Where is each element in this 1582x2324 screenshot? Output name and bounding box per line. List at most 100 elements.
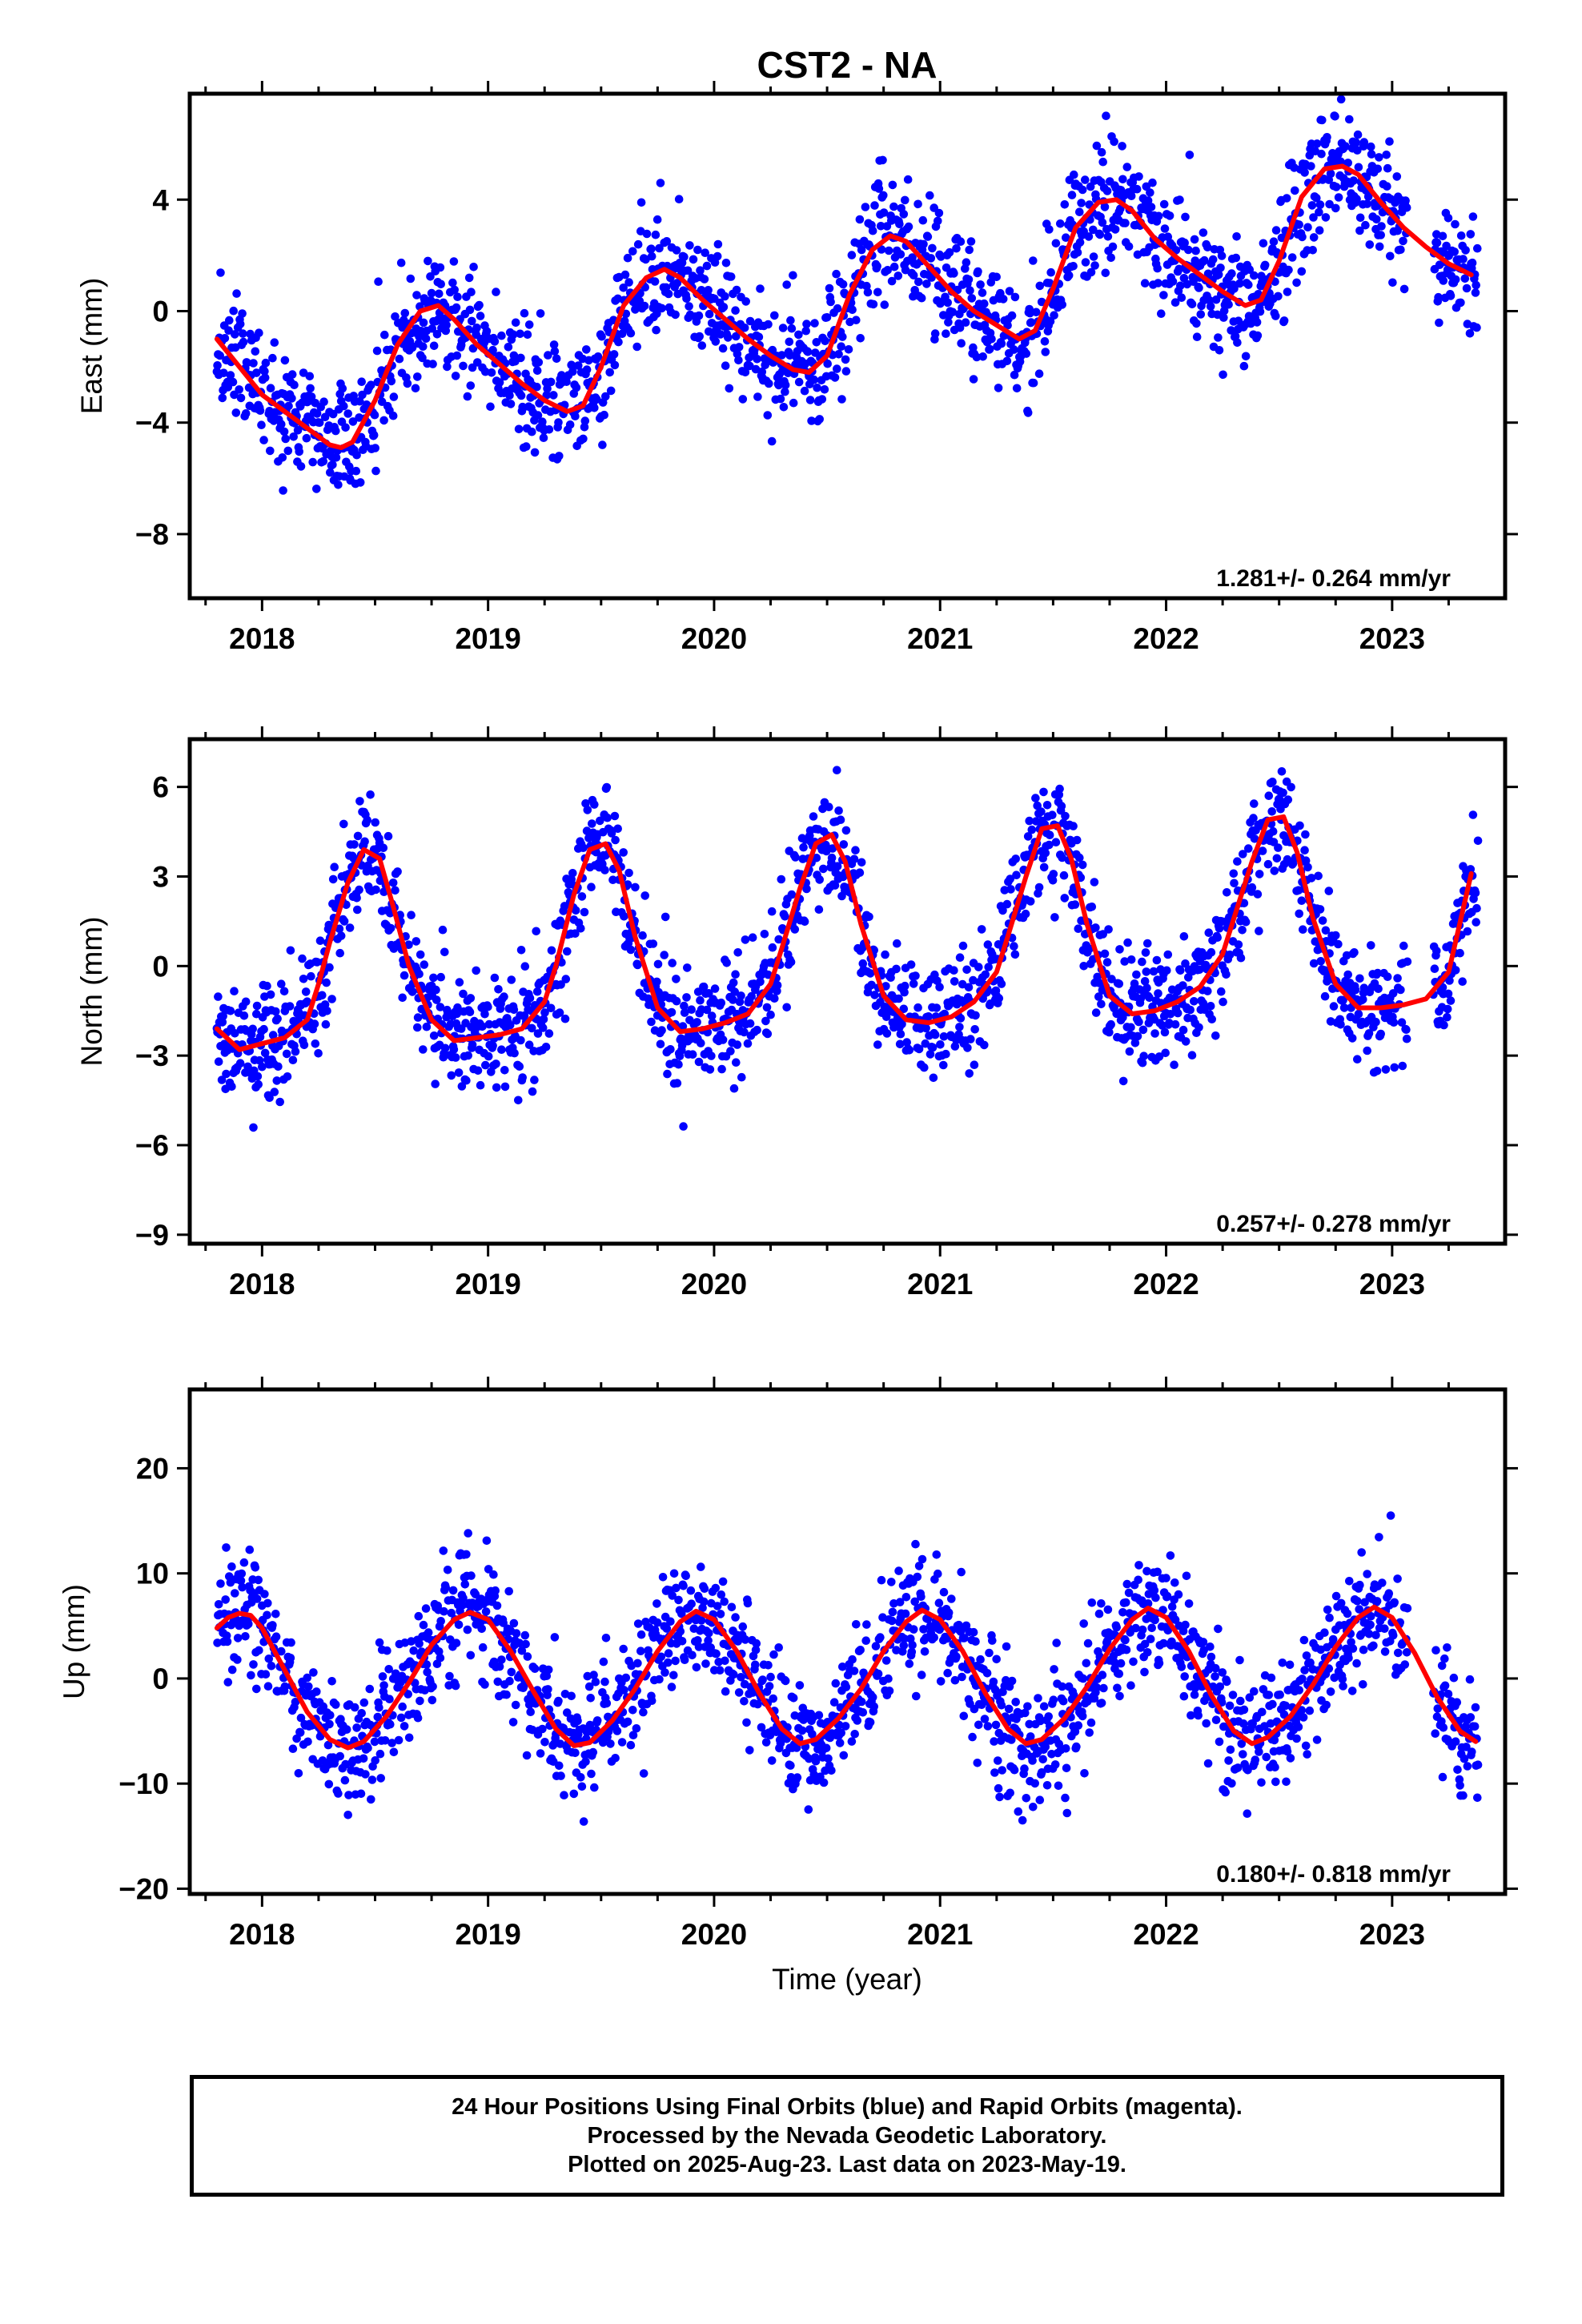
data-point xyxy=(930,329,940,338)
data-point xyxy=(1353,146,1362,155)
data-point xyxy=(412,937,421,946)
data-point xyxy=(1084,232,1094,241)
data-point xyxy=(942,1049,950,1059)
data-point xyxy=(833,862,842,870)
data-point xyxy=(308,457,318,467)
data-point xyxy=(944,1608,954,1618)
data-point xyxy=(1149,967,1158,976)
data-point xyxy=(353,831,363,841)
data-point xyxy=(1402,203,1411,212)
data-point xyxy=(702,1005,712,1015)
data-point xyxy=(552,354,561,364)
data-point xyxy=(1050,1665,1058,1674)
data-point xyxy=(1051,239,1061,248)
data-point xyxy=(1098,157,1107,167)
data-point xyxy=(348,417,358,426)
data-point xyxy=(1142,967,1151,976)
data-point xyxy=(312,409,322,418)
data-point xyxy=(379,416,388,425)
data-point xyxy=(385,1695,394,1703)
data-point xyxy=(633,1659,642,1668)
data-point xyxy=(1247,883,1257,892)
data-point xyxy=(631,883,640,892)
data-point xyxy=(371,1756,380,1765)
x-tick-label: 2022 xyxy=(1133,622,1199,655)
data-point xyxy=(1195,283,1203,292)
data-point xyxy=(837,395,846,404)
data-point xyxy=(400,1722,409,1731)
data-point xyxy=(921,1039,930,1048)
data-point xyxy=(887,1578,896,1586)
data-point xyxy=(777,351,786,360)
east-rate-label: 1.281+/- 0.264 mm/yr xyxy=(1216,565,1451,592)
data-point xyxy=(955,1023,964,1031)
data-point xyxy=(1239,899,1249,908)
data-point xyxy=(1176,281,1185,291)
data-point xyxy=(1031,308,1041,317)
data-point xyxy=(988,1636,997,1645)
data-point xyxy=(758,1675,767,1684)
data-point xyxy=(789,398,798,408)
data-point xyxy=(302,433,311,443)
data-point xyxy=(612,1727,622,1735)
data-point xyxy=(1255,927,1263,935)
data-point xyxy=(1207,947,1216,957)
data-point xyxy=(766,1010,775,1019)
data-point xyxy=(491,1586,500,1595)
data-point xyxy=(249,1123,258,1132)
data-point xyxy=(991,1720,1001,1730)
data-point xyxy=(726,1047,735,1055)
data-point xyxy=(1272,854,1282,863)
data-point xyxy=(1203,243,1212,252)
data-point xyxy=(1191,246,1200,255)
data-point xyxy=(685,241,694,250)
data-point xyxy=(768,943,777,952)
data-point xyxy=(830,881,840,890)
data-point xyxy=(480,1009,489,1019)
data-point xyxy=(422,1022,432,1031)
data-point xyxy=(1112,1622,1121,1632)
data-point xyxy=(1012,870,1021,879)
data-point xyxy=(1180,238,1189,247)
data-point xyxy=(1397,1018,1407,1027)
data-point xyxy=(632,1724,641,1733)
data-point xyxy=(506,400,516,408)
data-point xyxy=(721,259,731,267)
data-point xyxy=(312,958,322,967)
data-point xyxy=(737,1072,746,1082)
data-point xyxy=(278,453,287,462)
data-point xyxy=(729,1670,738,1679)
data-point xyxy=(1090,878,1099,887)
data-point xyxy=(1186,1005,1195,1015)
data-point xyxy=(1026,897,1035,906)
x-tick-label: 2022 xyxy=(1133,1268,1199,1301)
data-point xyxy=(301,987,311,996)
data-point xyxy=(1031,794,1040,802)
data-point xyxy=(1083,1638,1093,1648)
data-point xyxy=(415,969,424,979)
data-point xyxy=(1446,996,1456,1005)
data-point xyxy=(658,1573,668,1582)
data-point xyxy=(379,843,388,853)
data-point xyxy=(413,1023,422,1032)
data-point xyxy=(407,911,416,919)
data-point xyxy=(261,358,271,368)
data-point xyxy=(369,430,379,440)
data-point xyxy=(1098,930,1107,939)
data-point xyxy=(994,994,1004,1003)
data-point xyxy=(383,831,393,841)
data-point xyxy=(1146,203,1156,211)
data-point xyxy=(662,237,672,246)
data-point xyxy=(855,215,865,224)
data-point xyxy=(1458,977,1467,986)
data-point xyxy=(472,324,481,332)
data-point xyxy=(841,367,851,376)
data-point xyxy=(563,947,572,956)
data-point xyxy=(590,800,599,809)
data-point xyxy=(1039,862,1049,872)
data-point xyxy=(971,1011,980,1020)
x-tick-label: 2019 xyxy=(455,1268,520,1301)
data-point xyxy=(1045,225,1054,234)
data-point xyxy=(1383,182,1391,191)
data-point xyxy=(257,420,266,429)
